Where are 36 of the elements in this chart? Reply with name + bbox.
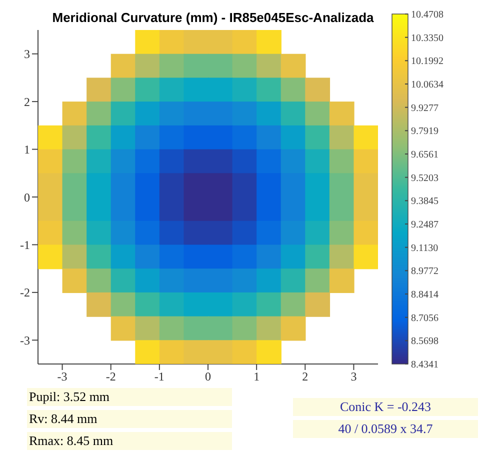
color-bar-label: 9.9277 <box>411 102 438 114</box>
x-tick-label: -1 <box>154 370 164 384</box>
x-tick-label: 2 <box>302 370 308 384</box>
color-bar-label: 9.6561 <box>411 150 438 161</box>
color-bar-label: 10.1992 <box>411 56 444 68</box>
color-bar-label: 10.3350 <box>411 32 444 44</box>
y-tick-label: -2 <box>20 286 30 300</box>
color-bar-label: 8.8414 <box>411 290 438 301</box>
color-bar-label: 10.4708 <box>411 10 444 20</box>
text: Conic K = -0.243 <box>293 398 478 416</box>
x-tick-label: -3 <box>57 370 68 384</box>
color-bar-label: 9.2487 <box>411 220 438 231</box>
x-tick-label: 0 <box>205 370 211 384</box>
x-tick-label: -2 <box>106 370 116 384</box>
text: Rmax: 8.45 mm <box>27 432 232 450</box>
text: 40 / 0.0589 x 34.7 <box>293 420 478 438</box>
x-tick-label: 1 <box>254 370 260 384</box>
y-tick-label: 1 <box>24 142 30 157</box>
color-bar-label: 10.0634 <box>411 80 444 91</box>
x-tick-label: 3 <box>350 370 357 384</box>
text: Pupil: 3.52 mm <box>27 388 232 406</box>
y-tick-label: -1 <box>20 238 30 252</box>
y-tick-label: -3 <box>20 333 30 348</box>
color-bar-label: 8.5698 <box>411 336 438 348</box>
color-bar-label: 9.1130 <box>411 242 438 254</box>
color-bar-label: 9.5203 <box>411 172 438 184</box>
color-bar-label: 8.9772 <box>411 266 438 278</box>
text: Rv: 8.44 mm <box>27 410 232 428</box>
y-tick-label: 0 <box>24 190 30 204</box>
color-bar-label: 8.4341 <box>411 360 438 370</box>
color-bar-label: 9.3845 <box>411 196 438 208</box>
color-bar-label: 8.7056 <box>411 312 438 324</box>
y-tick-label: 2 <box>24 94 30 109</box>
chart-title: Meridional Curvature (mm) - IR85e045Esc-Analizada <box>51 10 375 25</box>
color-bar-label: 9.7919 <box>411 126 438 138</box>
y-tick-label: 3 <box>24 47 30 62</box>
